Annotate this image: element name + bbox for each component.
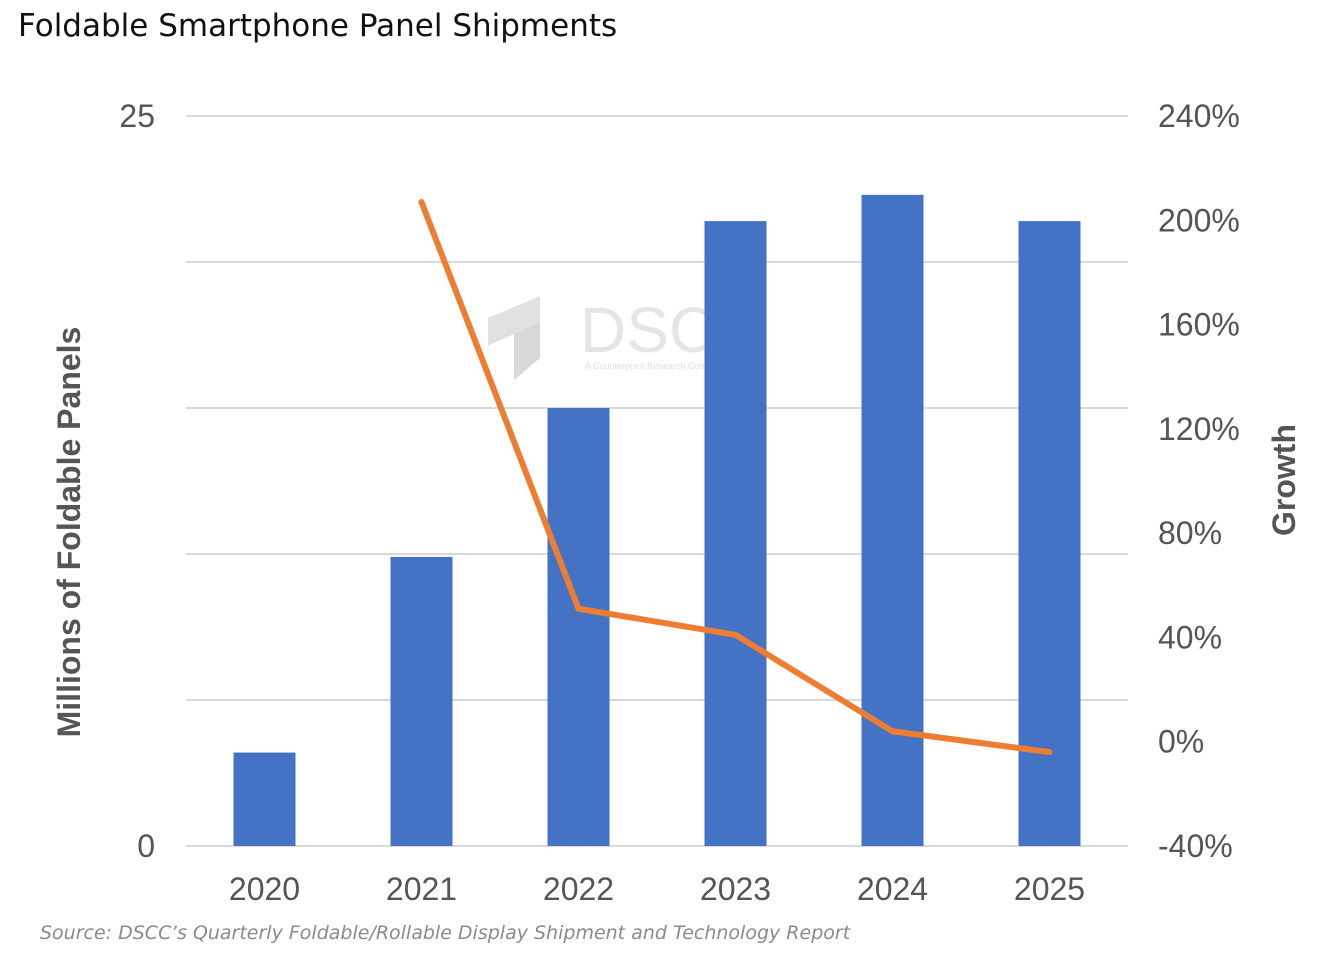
bar-2021 xyxy=(390,556,453,846)
left-tick-label: 25 xyxy=(119,98,155,134)
left-axis-title: Millions of Foldable Panels xyxy=(51,327,87,738)
bar-2022 xyxy=(547,408,610,846)
x-tick-label: 2021 xyxy=(386,871,457,907)
right-tick-label: 160% xyxy=(1158,307,1240,343)
x-axis-labels: 2020 2021 2022 2023 2024 2025 xyxy=(229,871,1085,907)
growth-series xyxy=(418,199,1053,756)
bar-2020 xyxy=(233,752,296,846)
right-tick-label: 0% xyxy=(1158,724,1204,760)
right-tick-label: 200% xyxy=(1158,202,1240,238)
right-axis-ticks: 240% 200% 160% 120% 80% 40% 0% -40% xyxy=(1158,98,1240,864)
right-tick-label: -40% xyxy=(1158,828,1233,864)
source-note: Source: DSCC’s Quarterly Foldable/Rollab… xyxy=(40,922,851,944)
x-tick-label: 2025 xyxy=(1014,871,1085,907)
growth-point-2025 xyxy=(1048,751,1051,754)
right-tick-label: 120% xyxy=(1158,411,1240,447)
bar-2023 xyxy=(704,221,767,846)
growth-point-2022 xyxy=(577,607,580,610)
left-axis-ticks: 25 0 xyxy=(119,98,155,864)
x-tick-label: 2020 xyxy=(229,871,300,907)
left-tick-label: 0 xyxy=(137,828,155,864)
right-tick-label: 80% xyxy=(1158,515,1222,551)
right-tick-label: 240% xyxy=(1158,98,1240,134)
watermark-tagline: A Counterpoint Research Company xyxy=(585,361,727,371)
x-tick-label: 2024 xyxy=(857,871,928,907)
right-axis-title: Growth xyxy=(1266,424,1302,536)
bar-2025 xyxy=(1018,221,1081,846)
growth-point-2021 xyxy=(420,201,423,204)
x-tick-label: 2022 xyxy=(543,871,614,907)
watermark-logo-shape-side xyxy=(514,322,540,380)
x-tick-label: 2023 xyxy=(700,871,771,907)
bar-series xyxy=(233,194,1081,847)
growth-point-2023 xyxy=(734,633,737,636)
growth-point-2024 xyxy=(891,730,894,733)
bar-2024 xyxy=(861,194,924,847)
grid-lines xyxy=(186,115,1128,847)
page-title: Foldable Smartphone Panel Shipments xyxy=(18,8,618,44)
right-tick-label: 40% xyxy=(1158,619,1222,655)
